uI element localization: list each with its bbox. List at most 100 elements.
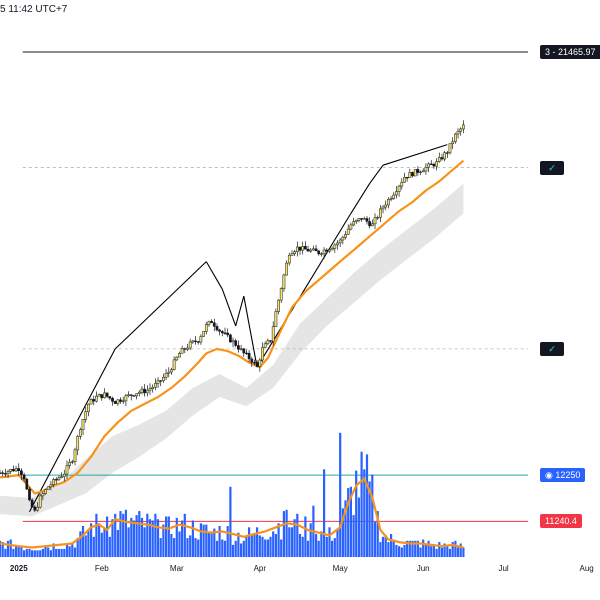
- candle: [314, 244, 318, 252]
- candle: [151, 384, 155, 393]
- ema-line: [0, 159, 465, 495]
- volume-bar: [403, 544, 406, 557]
- volume-bar: [167, 516, 170, 557]
- trend-segment: [369, 164, 384, 184]
- candle-body: [30, 499, 34, 508]
- candle-body: [97, 394, 101, 397]
- time-axis-label: Jul: [498, 564, 509, 573]
- candle-body: [253, 362, 256, 364]
- volume-bar: [301, 536, 304, 558]
- candle-body: [440, 157, 444, 160]
- candle-body: [266, 340, 270, 345]
- candle-body: [124, 395, 128, 402]
- candle-body: [0, 472, 2, 474]
- candle-body: [258, 359, 262, 367]
- volume-bar: [205, 524, 208, 557]
- candle: [397, 184, 401, 197]
- candle: [242, 348, 246, 357]
- trend-segment: [114, 261, 207, 350]
- volume-bar: [325, 536, 328, 558]
- volume-bar: [63, 548, 66, 557]
- candle-body: [220, 331, 224, 334]
- candle-body: [226, 332, 230, 336]
- volume-bar: [17, 546, 20, 557]
- volume-bar: [186, 538, 189, 557]
- candle: [36, 502, 39, 512]
- volume-bar: [119, 511, 122, 557]
- candle: [111, 396, 114, 406]
- volume-bar: [459, 543, 462, 557]
- candle-body: [191, 340, 195, 343]
- volume-bar: [148, 519, 152, 557]
- candle-body: [405, 177, 409, 179]
- candle-body: [462, 124, 465, 130]
- candle-body: [14, 468, 18, 472]
- candle: [346, 224, 350, 235]
- time-axis-label: 2025: [9, 564, 28, 573]
- candle-body: [328, 249, 331, 252]
- candle: [9, 468, 13, 475]
- candle: [25, 477, 29, 490]
- candle: [293, 250, 296, 256]
- candle-body: [49, 484, 53, 488]
- volume-bar: [151, 520, 154, 557]
- candle: [333, 243, 337, 253]
- volume-bar: [100, 532, 103, 557]
- candle-body: [17, 468, 21, 471]
- volume-bar: [178, 531, 181, 557]
- volume-bar: [218, 526, 221, 557]
- candle: [427, 162, 430, 172]
- candle: [328, 249, 331, 254]
- candle: [250, 356, 254, 367]
- volume-bar: [25, 548, 28, 557]
- candle-body: [54, 479, 58, 481]
- candle-body: [113, 401, 117, 404]
- volume-bar: [207, 532, 210, 557]
- candle-body: [239, 348, 243, 350]
- candle: [196, 340, 200, 345]
- volume-bar: [392, 539, 395, 557]
- candle-body: [210, 321, 213, 324]
- candle-body: [346, 228, 350, 235]
- candle-body: [357, 218, 361, 221]
- candle: [191, 339, 195, 344]
- volume-bar: [23, 550, 26, 558]
- candle-body: [36, 506, 39, 511]
- candle: [194, 336, 197, 345]
- candle: [140, 386, 144, 395]
- candle-body: [9, 469, 13, 472]
- candle-body: [242, 348, 246, 354]
- candle: [41, 491, 45, 501]
- candle: [304, 241, 307, 250]
- volume-bar: [323, 469, 326, 558]
- volume-bar: [290, 527, 294, 557]
- volume-bar: [440, 547, 444, 557]
- chart-timestamp: 5 11:42 UTC+7: [0, 4, 68, 15]
- candle-body: [429, 163, 433, 165]
- candle-body: [379, 208, 382, 218]
- candle-body: [172, 359, 176, 370]
- volume-bar: [285, 509, 288, 558]
- candle: [108, 396, 112, 401]
- candle: [440, 153, 444, 161]
- candle-body: [44, 489, 47, 494]
- volume-bar: [304, 516, 307, 557]
- volume-bar: [215, 540, 219, 557]
- candle-body: [362, 218, 366, 220]
- candle: [279, 287, 283, 303]
- volume-bar: [451, 542, 454, 557]
- candle-body: [148, 388, 152, 391]
- candle: [448, 143, 452, 155]
- candle-body: [403, 177, 406, 183]
- candle: [164, 369, 168, 380]
- candle: [226, 328, 230, 338]
- candle-body: [344, 234, 347, 238]
- candle: [121, 396, 125, 404]
- candle-body: [135, 393, 138, 397]
- volume-bar: [92, 536, 95, 558]
- volume-bar: [347, 488, 350, 557]
- candle-body: [1, 472, 5, 474]
- volume-bar: [159, 538, 162, 557]
- time-axis-label: May: [332, 564, 348, 573]
